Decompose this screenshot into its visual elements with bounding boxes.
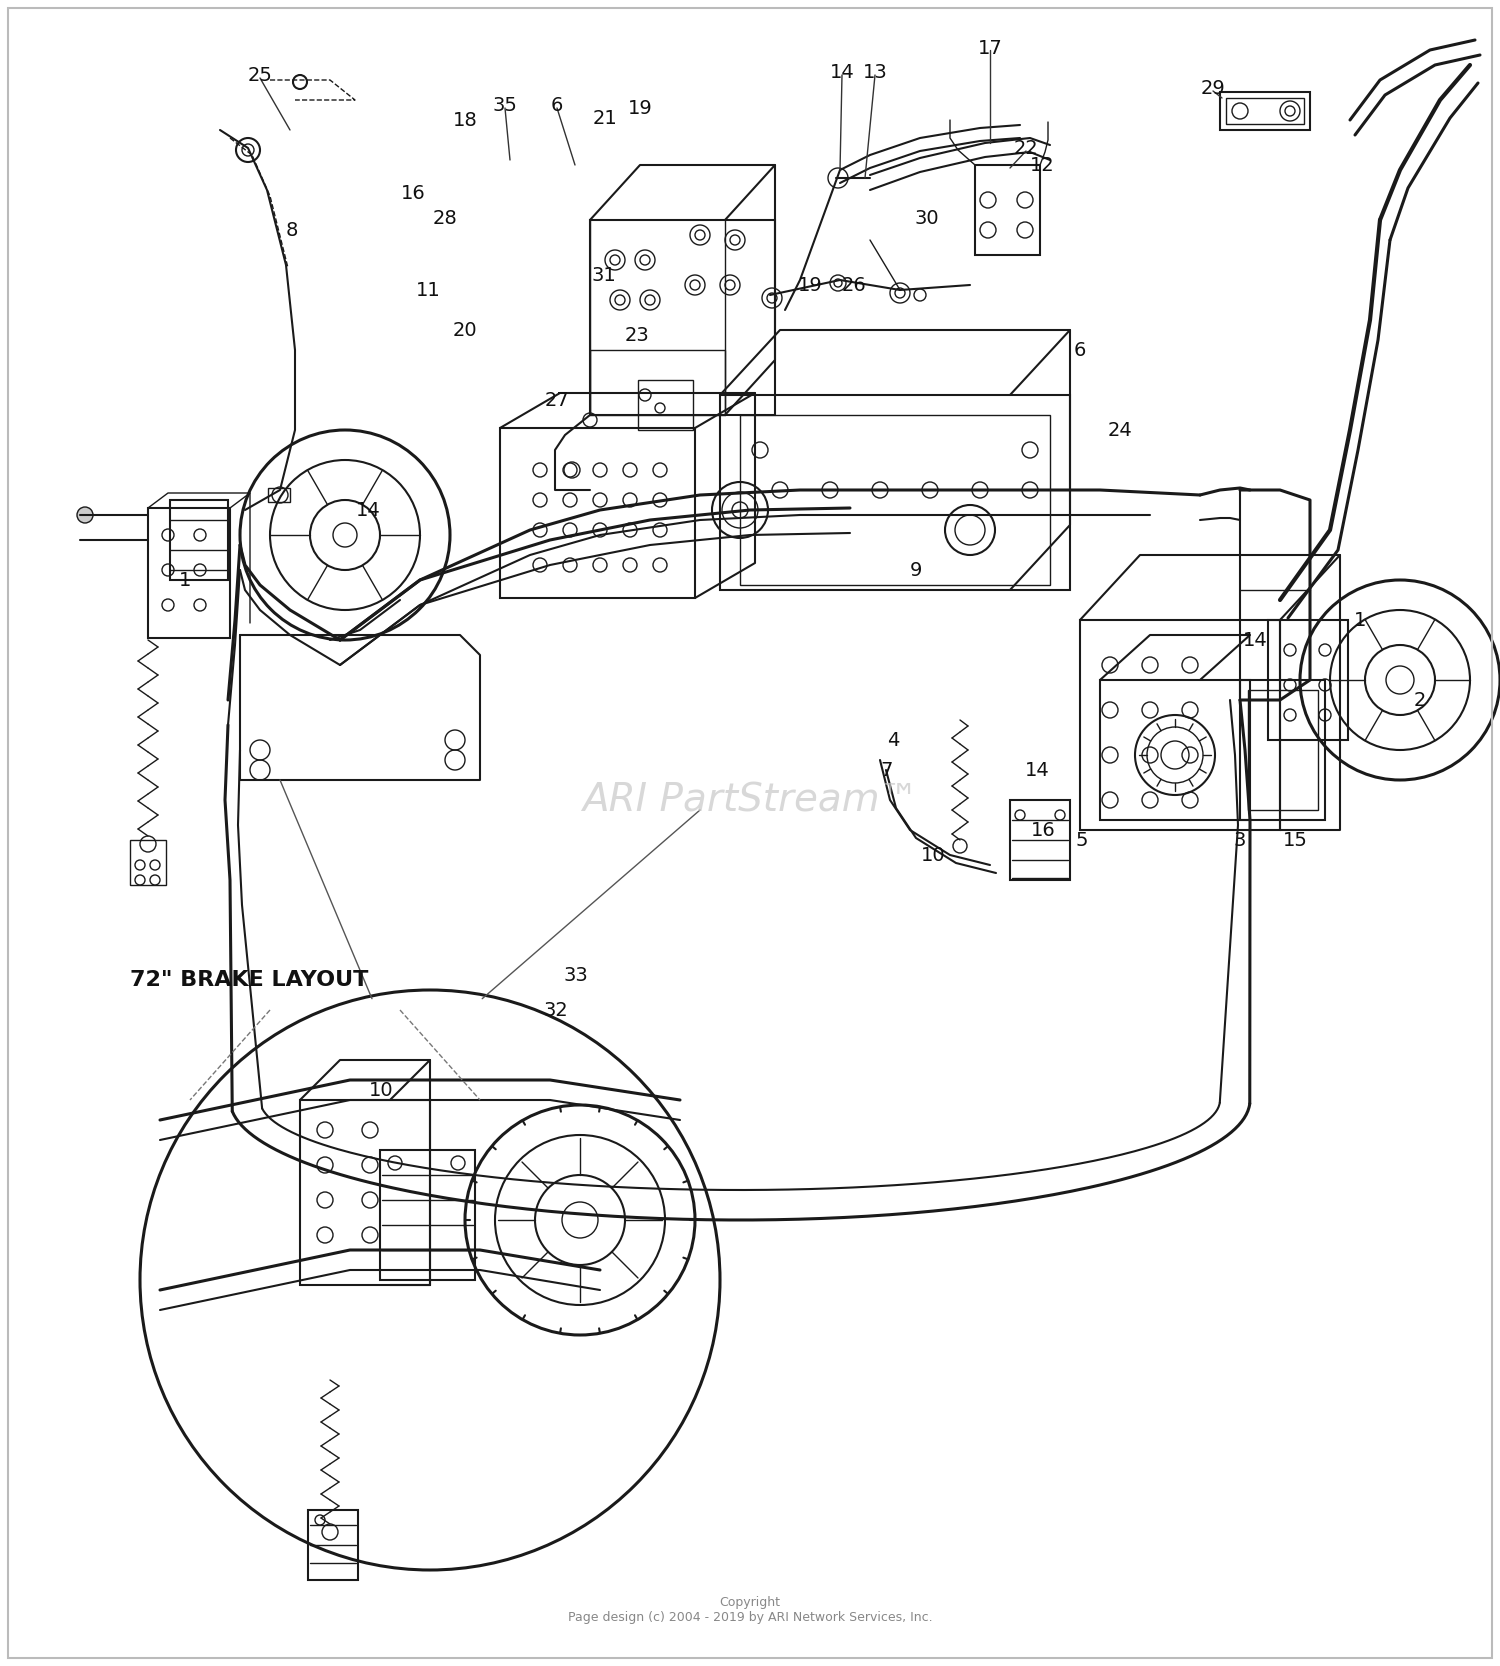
Bar (1268, 620, 1348, 740)
Text: 31: 31 (591, 265, 616, 285)
Text: 12: 12 (1029, 155, 1054, 175)
Text: 6: 6 (1074, 340, 1086, 360)
Bar (300, 1100, 430, 1284)
Circle shape (76, 506, 93, 523)
Text: 17: 17 (978, 38, 1002, 58)
Text: 16: 16 (400, 183, 426, 203)
Bar (1100, 680, 1250, 820)
Bar (590, 220, 776, 415)
Bar (268, 488, 290, 501)
Bar (1226, 98, 1304, 123)
Text: 35: 35 (492, 95, 517, 115)
Text: 26: 26 (842, 275, 867, 295)
Text: 1: 1 (178, 570, 190, 590)
Bar (1010, 800, 1070, 880)
Bar (1220, 92, 1310, 130)
Bar (1248, 690, 1318, 810)
Bar (638, 380, 693, 430)
Text: ARI PartStream™: ARI PartStream™ (582, 781, 918, 820)
Bar (1240, 680, 1324, 820)
Text: 28: 28 (432, 208, 457, 228)
Text: 32: 32 (543, 1001, 568, 1020)
Bar (740, 415, 1050, 585)
Text: 1: 1 (1354, 610, 1366, 630)
Bar (130, 840, 166, 885)
Text: 21: 21 (592, 108, 618, 128)
Text: 19: 19 (627, 98, 652, 118)
Text: 14: 14 (1242, 630, 1268, 650)
Text: 15: 15 (1282, 830, 1308, 850)
Bar (500, 428, 694, 598)
Text: Copyright
Page design (c) 2004 - 2019 by ARI Network Services, Inc.: Copyright Page design (c) 2004 - 2019 by… (567, 1596, 933, 1624)
Text: 23: 23 (624, 325, 650, 345)
Text: 7: 7 (880, 760, 892, 780)
Bar (720, 395, 1070, 590)
Text: 29: 29 (1200, 78, 1225, 98)
Text: 14: 14 (1024, 760, 1050, 780)
Text: 14: 14 (830, 63, 855, 82)
Text: 8: 8 (286, 220, 298, 240)
Text: 30: 30 (915, 208, 939, 228)
Text: 16: 16 (1030, 820, 1056, 840)
Text: 5: 5 (1076, 830, 1088, 850)
Bar (170, 500, 228, 580)
Text: 3: 3 (1234, 830, 1246, 850)
Bar (308, 1509, 358, 1579)
Text: 24: 24 (1107, 420, 1132, 440)
Text: 10: 10 (369, 1081, 393, 1100)
Text: 25: 25 (248, 65, 273, 85)
Bar (590, 350, 724, 415)
Text: 27: 27 (544, 390, 570, 410)
Text: 4: 4 (886, 730, 898, 750)
Text: 11: 11 (416, 280, 441, 300)
Text: 10: 10 (921, 846, 945, 865)
Text: 72" BRAKE LAYOUT: 72" BRAKE LAYOUT (130, 970, 369, 990)
Bar (975, 165, 1040, 255)
Bar (380, 1150, 476, 1279)
Text: 19: 19 (798, 275, 822, 295)
Text: 6: 6 (550, 95, 562, 115)
Text: 22: 22 (1014, 138, 1038, 158)
Text: 2: 2 (1414, 690, 1426, 710)
Text: 33: 33 (564, 966, 588, 985)
Text: 13: 13 (862, 63, 888, 82)
Text: 20: 20 (453, 320, 477, 340)
Text: 18: 18 (453, 110, 477, 130)
Bar (148, 508, 230, 638)
Text: 14: 14 (356, 500, 381, 520)
Bar (1080, 620, 1280, 830)
Text: 9: 9 (910, 560, 922, 580)
